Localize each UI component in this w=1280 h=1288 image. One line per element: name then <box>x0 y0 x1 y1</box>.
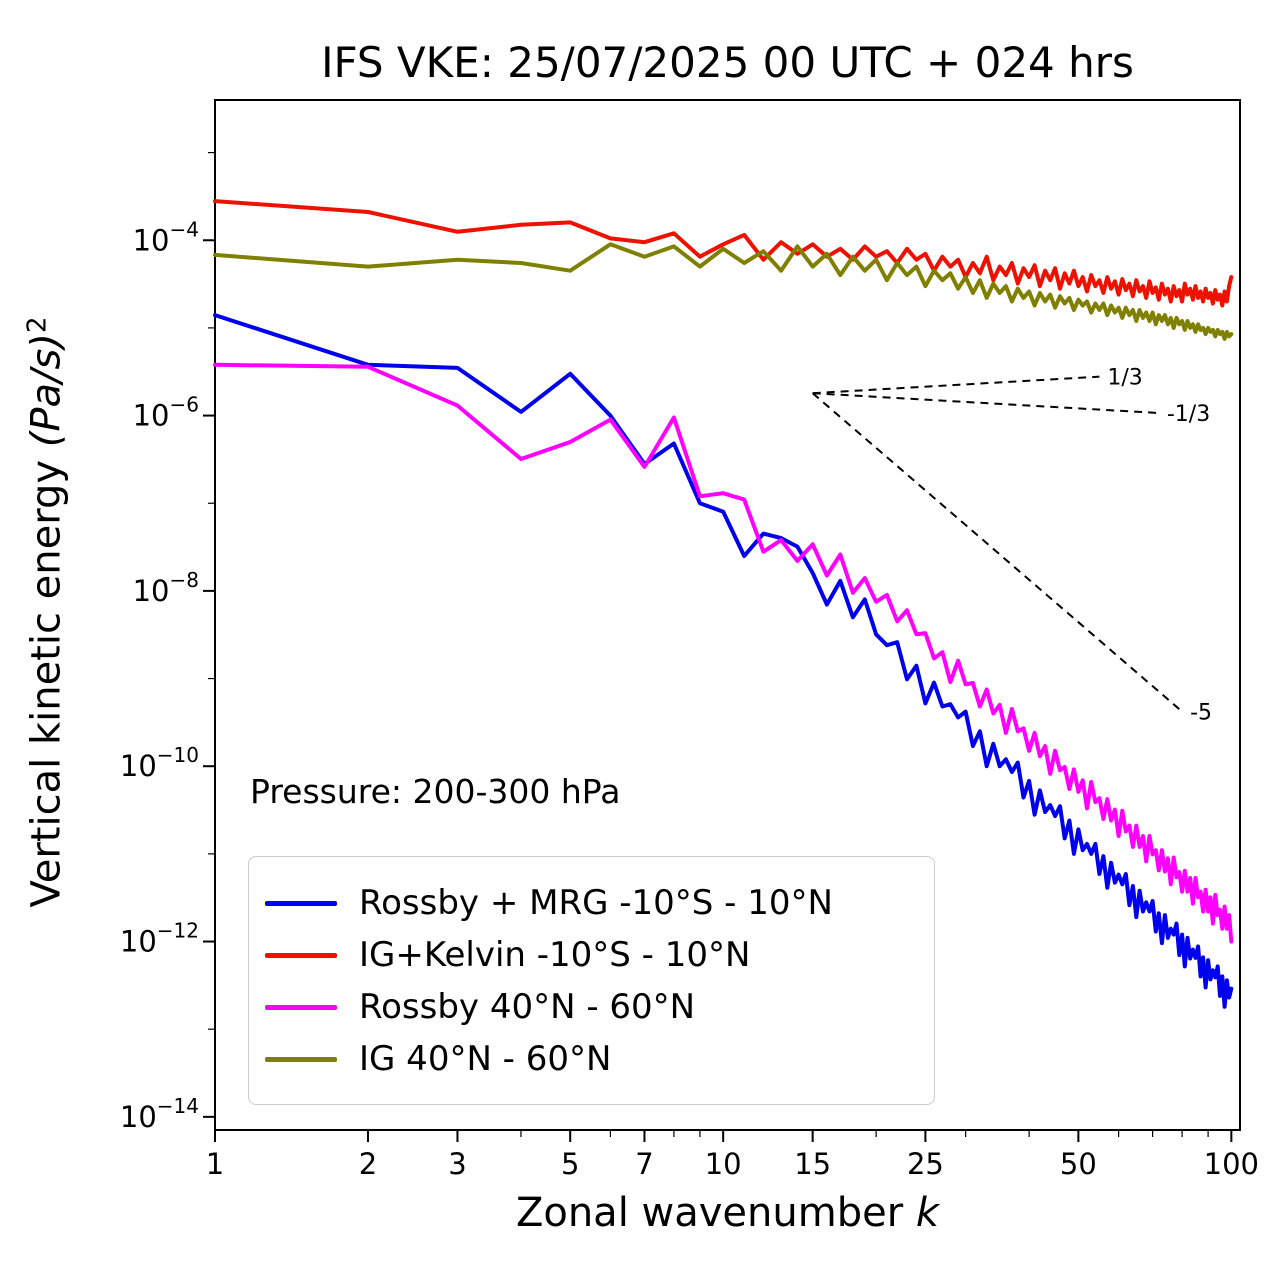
legend-item-ig-midlat: IG 40°N - 60°N <box>265 1033 924 1085</box>
y-tick-label: 10−12 <box>120 919 199 959</box>
legend-label: IG+Kelvin -10°S - 10°N <box>359 935 751 975</box>
slope-ref-label: -5 <box>1190 701 1212 726</box>
y-axis-label: Vertical kinetic energy (Pa/s)2 <box>22 317 69 908</box>
x-tick-label: 7 <box>635 1147 653 1181</box>
legend-item-ig-kelvin-tropics: IG+Kelvin -10°S - 10°N <box>265 929 924 981</box>
legend-item-rossby-mrg-tropics: Rossby + MRG -10°S - 10°N <box>265 877 924 929</box>
x-tick-label: 2 <box>359 1147 377 1181</box>
series-line-ig-kelvin-tropics <box>213 199 1234 308</box>
slope-ref-line <box>812 392 1159 414</box>
x-tick-label: 50 <box>1060 1147 1097 1181</box>
y-tick-label: 10−4 <box>133 217 199 257</box>
chart-title: IFS VKE: 25/07/2025 00 UTC + 024 hrs <box>321 38 1134 87</box>
legend-item-rossby-midlat: Rossby 40°N - 60°N <box>265 981 924 1033</box>
x-tick-label: 10 <box>705 1147 742 1181</box>
legend-line-swatch-red <box>265 952 337 958</box>
legend-label: Rossby + MRG -10°S - 10°N <box>359 883 833 923</box>
series-line-rossby-mrg-tropics <box>213 313 1234 1009</box>
x-tick-label: 1 <box>206 1147 224 1181</box>
legend-line-swatch-blue <box>265 900 337 906</box>
x-tick-label: 100 <box>1204 1147 1259 1181</box>
legend-label: IG 40°N - 60°N <box>359 1039 612 1079</box>
y-axis-units: (Pa/s) <box>23 333 70 448</box>
y-tick-label: 10−10 <box>120 743 199 783</box>
x-axis-label: Zonal wavenumber k <box>215 1190 1240 1236</box>
legend-line-swatch-olive <box>265 1056 337 1062</box>
y-tick-label: 10−8 <box>133 568 199 608</box>
slope-ref-line <box>812 375 1100 395</box>
y-axis-label-text: Vertical kinetic energy <box>23 447 70 908</box>
y-tick-label: 10−14 <box>120 1094 199 1134</box>
slope-ref-label: 1/3 <box>1107 366 1142 391</box>
x-axis-label-text: Zonal wavenumber <box>515 1190 916 1236</box>
slope-ref-line <box>812 392 1183 713</box>
x-tick-label: 3 <box>448 1147 466 1181</box>
legend: Rossby + MRG -10°S - 10°N IG+Kelvin -10°… <box>248 856 935 1105</box>
pressure-annotation: Pressure: 200-300 hPa <box>250 772 621 811</box>
series-line-ig-midlat <box>213 242 1234 341</box>
legend-label: Rossby 40°N - 60°N <box>359 987 696 1027</box>
slope-ref-label: -1/3 <box>1167 402 1210 427</box>
x-tick-label: 25 <box>907 1147 944 1181</box>
y-tick-label: 10−6 <box>133 393 199 433</box>
plot-frame <box>214 99 1241 1131</box>
x-tick-label: 15 <box>794 1147 831 1181</box>
x-axis-variable: k <box>915 1190 940 1236</box>
series-line-rossby-midlat <box>213 362 1234 944</box>
x-tick-label: 5 <box>561 1147 579 1181</box>
y-axis-exponent: 2 <box>22 316 53 334</box>
legend-line-swatch-magenta <box>265 1004 337 1010</box>
